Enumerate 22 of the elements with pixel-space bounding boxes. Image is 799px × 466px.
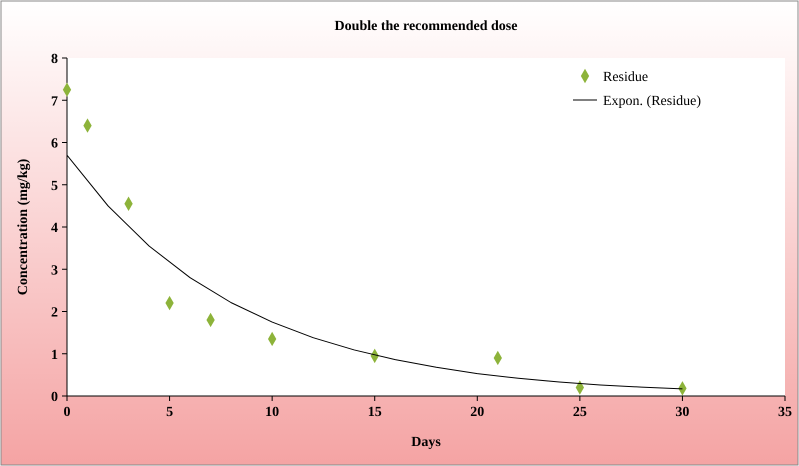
y-tick-label: 4 xyxy=(51,221,58,236)
y-tick-label: 6 xyxy=(51,136,58,152)
y-tick-label: 7 xyxy=(51,94,58,110)
x-tick-label: 30 xyxy=(675,405,690,420)
chart-title: Double the recommended dose xyxy=(334,19,518,34)
x-tick-label: 35 xyxy=(778,405,792,420)
y-tick-label: 0 xyxy=(51,390,58,405)
x-tick-label: 0 xyxy=(64,405,70,420)
x-tick-label: 25 xyxy=(572,405,587,420)
x-tick-label: 5 xyxy=(166,405,174,420)
legend-label: Residue xyxy=(603,70,648,85)
y-tick-label: 8 xyxy=(51,52,58,67)
y-tick-label: 5 xyxy=(51,178,58,194)
y-tick-label: 1 xyxy=(51,348,58,363)
x-tick-label: 20 xyxy=(470,405,484,420)
legend-label: Expon. (Residue) xyxy=(603,94,702,109)
y-tick-label: 2 xyxy=(51,306,58,320)
x-tick-label: 10 xyxy=(265,405,280,420)
y-tick-label: 3 xyxy=(51,263,58,278)
x-axis-title: Days xyxy=(411,435,442,450)
x-tick-label: 15 xyxy=(368,405,382,420)
y-axis-title: Concentration (mg/kg) xyxy=(16,158,31,296)
